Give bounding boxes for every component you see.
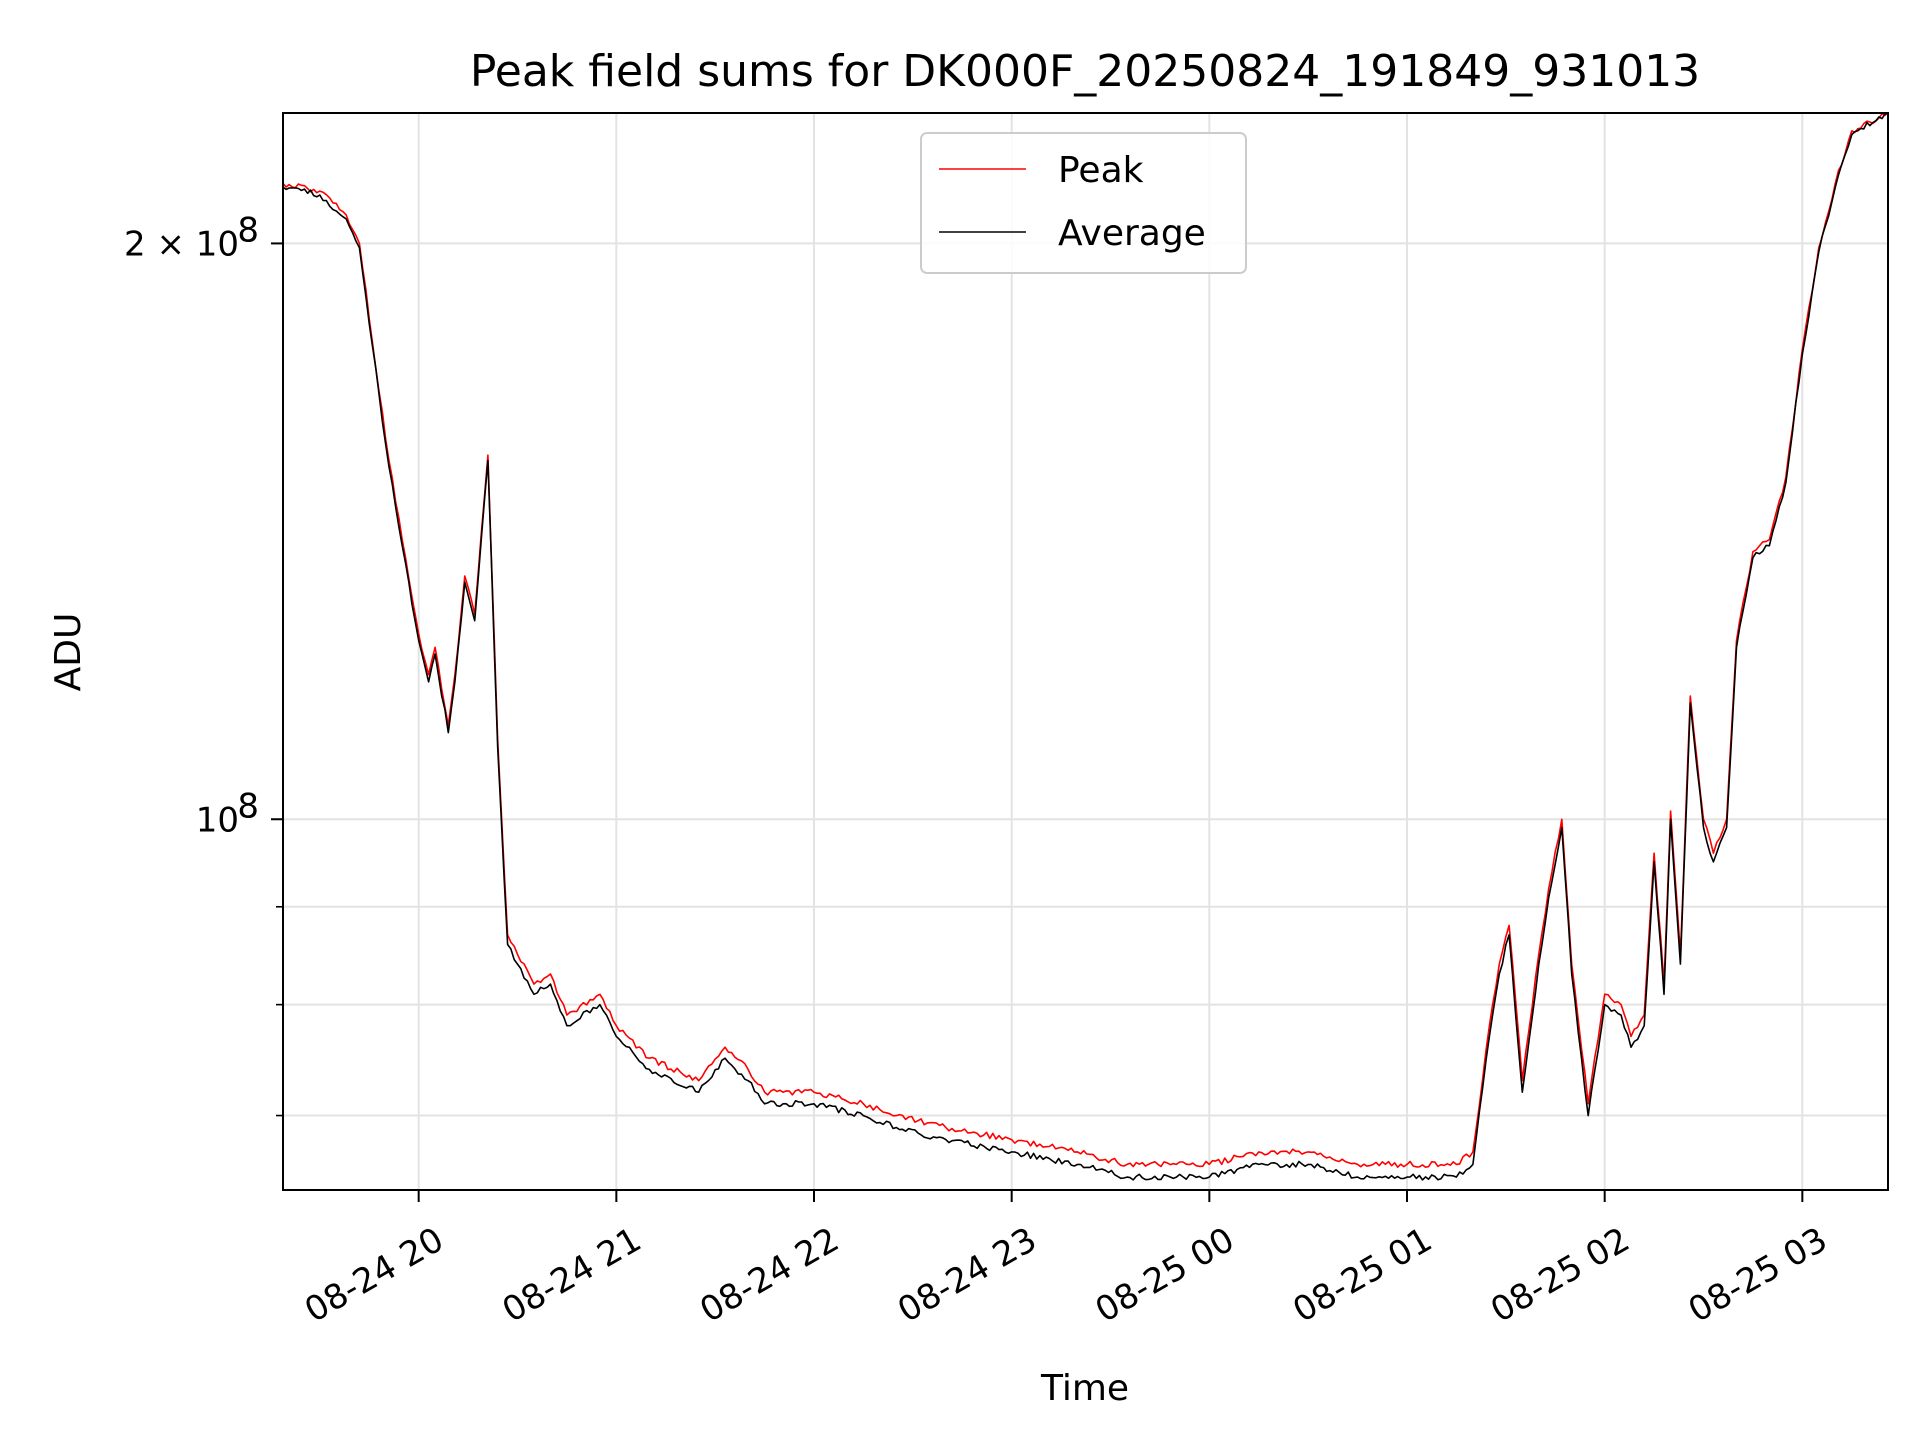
plot-frame — [282, 112, 1889, 1191]
y-tick-exponent: 8 — [237, 210, 259, 250]
y-axis-label: ADU — [48, 613, 89, 692]
series-line-average — [282, 112, 1889, 1181]
y-tick-label: 2 × 10 — [124, 224, 239, 264]
legend-label-average: Average — [1058, 213, 1206, 254]
legend-box — [920, 132, 1247, 274]
series-line-peak — [282, 112, 1889, 1168]
y-tick-exponent: 8 — [237, 786, 259, 826]
legend-label-peak: Peak — [1058, 150, 1144, 191]
legend: Peak Average — [920, 132, 1247, 274]
y-tick-label: 10 — [196, 800, 239, 840]
chart-title: Peak field sums for DK000F_20250824_1918… — [470, 46, 1700, 97]
series-layer — [282, 112, 1889, 1181]
x-axis-label: Time — [1040, 1368, 1129, 1409]
